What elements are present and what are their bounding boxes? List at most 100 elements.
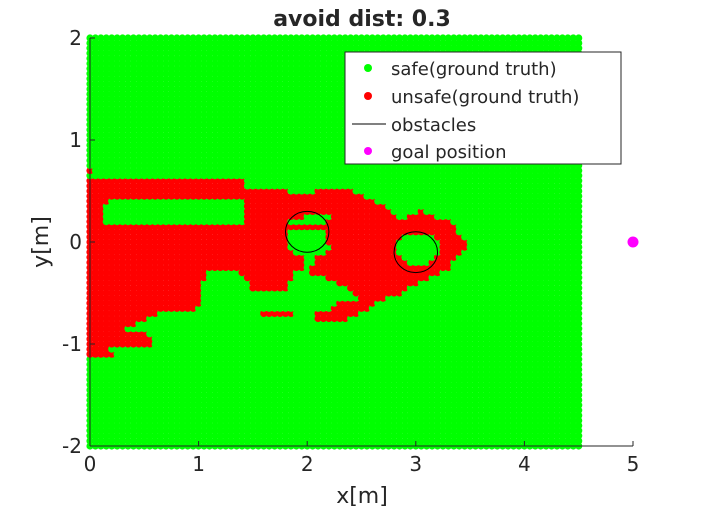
safe-point bbox=[499, 335, 507, 343]
safe-point bbox=[477, 422, 485, 430]
safe-point bbox=[433, 422, 442, 430]
safe-point bbox=[471, 411, 480, 419]
safe-point bbox=[433, 360, 442, 368]
safe-point bbox=[363, 350, 371, 358]
safe-point bbox=[167, 335, 176, 343]
safe-point bbox=[477, 391, 485, 399]
safe-point bbox=[200, 330, 208, 338]
safe-point bbox=[156, 325, 165, 333]
safe-point bbox=[249, 381, 257, 389]
safe-point bbox=[488, 335, 496, 343]
safe-point bbox=[575, 386, 583, 394]
safe-point bbox=[374, 416, 382, 425]
safe-point bbox=[564, 360, 572, 368]
safe-point bbox=[488, 416, 496, 425]
safe-point bbox=[124, 371, 132, 379]
safe-point bbox=[488, 437, 496, 445]
safe-point bbox=[401, 355, 409, 363]
safe-point bbox=[249, 335, 257, 343]
safe-point bbox=[205, 371, 214, 379]
safe-point bbox=[271, 432, 279, 440]
safe-point bbox=[325, 432, 333, 440]
safe-point bbox=[412, 396, 420, 404]
safe-point bbox=[233, 401, 241, 409]
safe-point bbox=[260, 411, 268, 419]
safe-point bbox=[471, 416, 480, 425]
safe-point bbox=[569, 381, 577, 389]
safe-point bbox=[118, 427, 127, 435]
safe-point bbox=[146, 427, 154, 435]
safe-point bbox=[113, 411, 121, 419]
safe-point bbox=[499, 386, 507, 394]
safe-point bbox=[211, 355, 219, 363]
safe-point bbox=[558, 422, 567, 430]
safe-point bbox=[520, 396, 529, 404]
safe-point bbox=[265, 381, 273, 389]
safe-point bbox=[537, 401, 545, 409]
safe-point bbox=[178, 401, 186, 409]
safe-point bbox=[102, 360, 110, 368]
safe-point bbox=[118, 396, 127, 404]
safe-point bbox=[303, 386, 311, 394]
safe-point bbox=[363, 437, 371, 445]
safe-point bbox=[357, 427, 366, 435]
safe-point bbox=[167, 320, 176, 328]
safe-point bbox=[509, 396, 518, 404]
safe-point bbox=[233, 381, 241, 389]
safe-point bbox=[575, 376, 583, 384]
safe-point bbox=[547, 376, 556, 384]
safe-point bbox=[222, 376, 230, 384]
safe-point bbox=[450, 340, 458, 348]
safe-point bbox=[493, 396, 501, 404]
safe-point bbox=[330, 355, 338, 363]
safe-point bbox=[423, 335, 431, 343]
safe-point bbox=[238, 360, 246, 368]
safe-point bbox=[173, 345, 181, 353]
safe-point bbox=[439, 411, 447, 419]
safe-point bbox=[488, 406, 496, 414]
safe-point bbox=[146, 432, 154, 440]
safe-point bbox=[444, 386, 452, 394]
safe-point bbox=[309, 325, 317, 333]
safe-point bbox=[520, 355, 529, 363]
safe-point bbox=[482, 365, 490, 374]
safe-point bbox=[319, 355, 328, 363]
safe-point bbox=[249, 437, 257, 445]
safe-point bbox=[287, 365, 295, 374]
safe-point bbox=[167, 401, 176, 409]
safe-point bbox=[211, 330, 219, 338]
unsafe-point bbox=[146, 335, 154, 343]
safe-point bbox=[347, 386, 355, 394]
safe-point bbox=[260, 371, 268, 379]
safe-point bbox=[493, 406, 501, 414]
safe-point bbox=[146, 320, 154, 328]
safe-point bbox=[216, 350, 224, 358]
safe-point bbox=[189, 411, 197, 419]
safe-point bbox=[439, 422, 447, 430]
safe-point bbox=[205, 355, 214, 363]
safe-point bbox=[363, 427, 371, 435]
safe-point bbox=[379, 396, 387, 404]
safe-point bbox=[439, 365, 447, 374]
unsafe-point bbox=[118, 325, 127, 333]
safe-point bbox=[417, 406, 425, 414]
safe-point bbox=[292, 411, 300, 419]
safe-point bbox=[531, 355, 539, 363]
safe-point bbox=[205, 437, 214, 445]
safe-point bbox=[167, 325, 176, 333]
safe-point bbox=[271, 411, 279, 419]
safe-point bbox=[330, 345, 338, 353]
safe-point bbox=[575, 350, 583, 358]
safe-point bbox=[471, 355, 480, 363]
safe-point bbox=[249, 365, 257, 374]
safe-point bbox=[509, 376, 518, 384]
safe-point bbox=[553, 427, 561, 435]
safe-point bbox=[509, 360, 518, 368]
safe-point bbox=[401, 411, 409, 419]
safe-point bbox=[482, 381, 490, 389]
safe-point bbox=[412, 427, 420, 435]
safe-point bbox=[173, 396, 181, 404]
safe-point bbox=[504, 330, 512, 338]
safe-point bbox=[520, 335, 529, 343]
safe-point bbox=[477, 335, 485, 343]
